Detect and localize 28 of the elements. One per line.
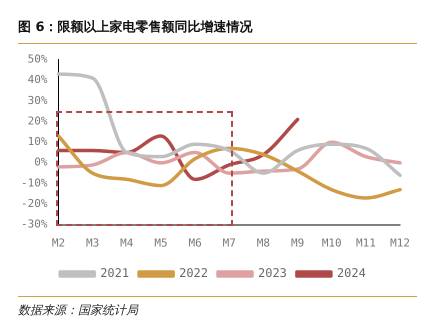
y-tick-label: 50% <box>28 52 48 66</box>
chart-title: 图 6：限额以上家电零售额同比增速情况 <box>18 18 253 36</box>
x-tick-label: M12 <box>390 236 410 250</box>
legend-label: 2023 <box>258 266 287 280</box>
x-tick-label: M6 <box>188 236 202 250</box>
y-tick-label: 0% <box>34 156 48 169</box>
y-tick-label: 20% <box>28 114 48 128</box>
x-tick-label: M2 <box>52 236 66 250</box>
legend-label: 2021 <box>100 266 130 280</box>
x-tick-label: M4 <box>120 236 134 250</box>
x-tick-label: M5 <box>154 236 168 250</box>
line-series <box>56 72 402 177</box>
y-tick-label: -10% <box>20 176 48 190</box>
x-tick-label: M8 <box>256 236 270 250</box>
y-tick-label: -20% <box>20 197 48 210</box>
line-series <box>56 134 402 200</box>
y-tick-label: 10% <box>28 135 48 148</box>
x-tick-label: M9 <box>290 236 304 250</box>
legend-label: 2024 <box>336 266 366 280</box>
legend-label: 2022 <box>179 266 208 280</box>
y-tick-label: -30% <box>20 218 48 231</box>
source-note: 数据来源：国家统计局 <box>18 302 138 319</box>
y-tick-label: 40% <box>28 73 48 86</box>
x-tick-label: M3 <box>86 236 100 250</box>
y-tick-label: 30% <box>28 94 48 107</box>
x-tick-label: M10 <box>322 236 342 250</box>
x-tick-label: M11 <box>356 236 376 250</box>
x-tick-label: M7 <box>222 236 236 250</box>
